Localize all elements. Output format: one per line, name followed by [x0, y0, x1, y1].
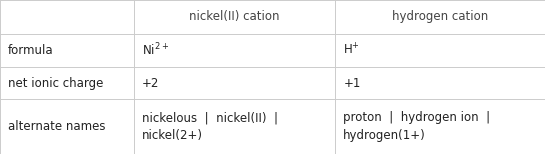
- Text: +2: +2: [142, 77, 159, 90]
- Text: formula: formula: [8, 44, 54, 57]
- Text: nickel(II) cation: nickel(II) cation: [189, 10, 280, 23]
- Text: alternate names: alternate names: [8, 120, 106, 133]
- Text: Ni$^{2+}$: Ni$^{2+}$: [142, 42, 169, 59]
- Text: proton  |  hydrogen ion  |
hydrogen(1+): proton | hydrogen ion | hydrogen(1+): [343, 111, 490, 142]
- Text: +1: +1: [343, 77, 361, 90]
- Text: hydrogen cation: hydrogen cation: [392, 10, 488, 23]
- Text: nickelous  |  nickel(II)  |
nickel(2+): nickelous | nickel(II) | nickel(2+): [142, 111, 278, 142]
- Text: net ionic charge: net ionic charge: [8, 77, 104, 90]
- Text: H$^{+}$: H$^{+}$: [343, 43, 360, 58]
